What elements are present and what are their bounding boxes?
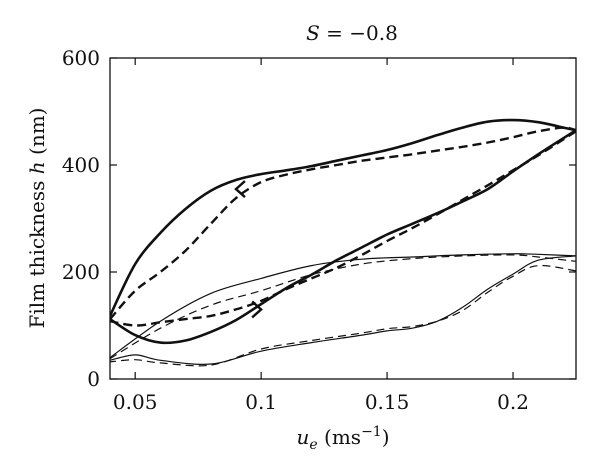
arrow-layer [234, 180, 263, 319]
x-tick-label: 0.1 [245, 390, 277, 414]
series-line-7-dash-thin [110, 254, 576, 360]
plot-clip-group [110, 118, 576, 367]
ticks-layer: 0.05 0.1 0.15 0.2 0 200 400 600 [62, 46, 576, 414]
series-line-2-solid-thick [110, 129, 576, 345]
series-line-8-dash-thin [110, 264, 576, 367]
chart-title: S = −0.8 [306, 21, 398, 45]
direction-arrow-2 [251, 300, 263, 319]
series-line-6-solid-thin [110, 255, 576, 365]
y-tick-label: 0 [87, 367, 100, 391]
series-line-5-solid-thin [110, 253, 576, 359]
series-layer [110, 118, 576, 367]
series-line-3-dash-thick [110, 126, 576, 320]
y-tick-label: 200 [62, 260, 100, 284]
plot-frame [109, 57, 577, 380]
y-tick-label: 600 [62, 46, 100, 70]
direction-arrow-1 [234, 180, 246, 198]
y-tick-label: 400 [62, 153, 100, 177]
x-tick-label: 0.2 [497, 390, 529, 414]
x-tick-label: 0.15 [365, 390, 410, 414]
y-axis-label: Film thickness h (nm) [25, 108, 49, 329]
x-tick-label: 0.05 [113, 390, 158, 414]
x-axis-label: ue (ms−1) [296, 424, 389, 453]
series-line-1-solid-thick [110, 118, 576, 317]
series-line-4-dash-thick [110, 130, 576, 327]
